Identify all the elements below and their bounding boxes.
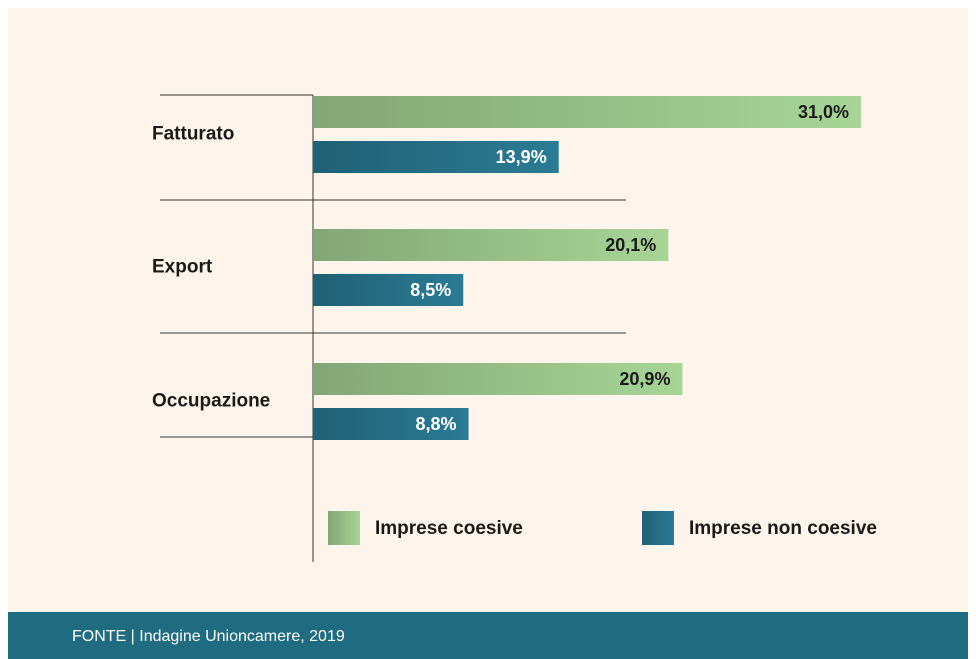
legend-swatch-shade: [642, 511, 674, 545]
value-label: 8,8%: [416, 414, 457, 434]
category-label: Occupazione: [152, 391, 270, 412]
category-label: Fatturato: [152, 124, 234, 145]
source: FONTE | Indagine Unioncamere, 2019: [72, 628, 345, 645]
value-label: 20,1%: [605, 235, 656, 255]
value-label: 13,9%: [496, 147, 547, 167]
bar-shade: [313, 363, 683, 395]
value-label: 31,0%: [798, 102, 849, 122]
legend-swatch-shade: [328, 511, 360, 545]
legend-label: Imprese non coesive: [689, 518, 877, 539]
footer-band: [8, 612, 968, 659]
legend-label: Imprese coesive: [375, 518, 523, 539]
bar-shade: [313, 408, 469, 440]
bar-shade: [313, 229, 669, 261]
category-label: Export: [152, 257, 213, 278]
bar-shade: [313, 96, 861, 128]
value-label: 20,9%: [619, 369, 670, 389]
value-label: 8,5%: [410, 280, 451, 300]
bar-shade: [313, 274, 464, 306]
bar-shade: [313, 141, 559, 173]
